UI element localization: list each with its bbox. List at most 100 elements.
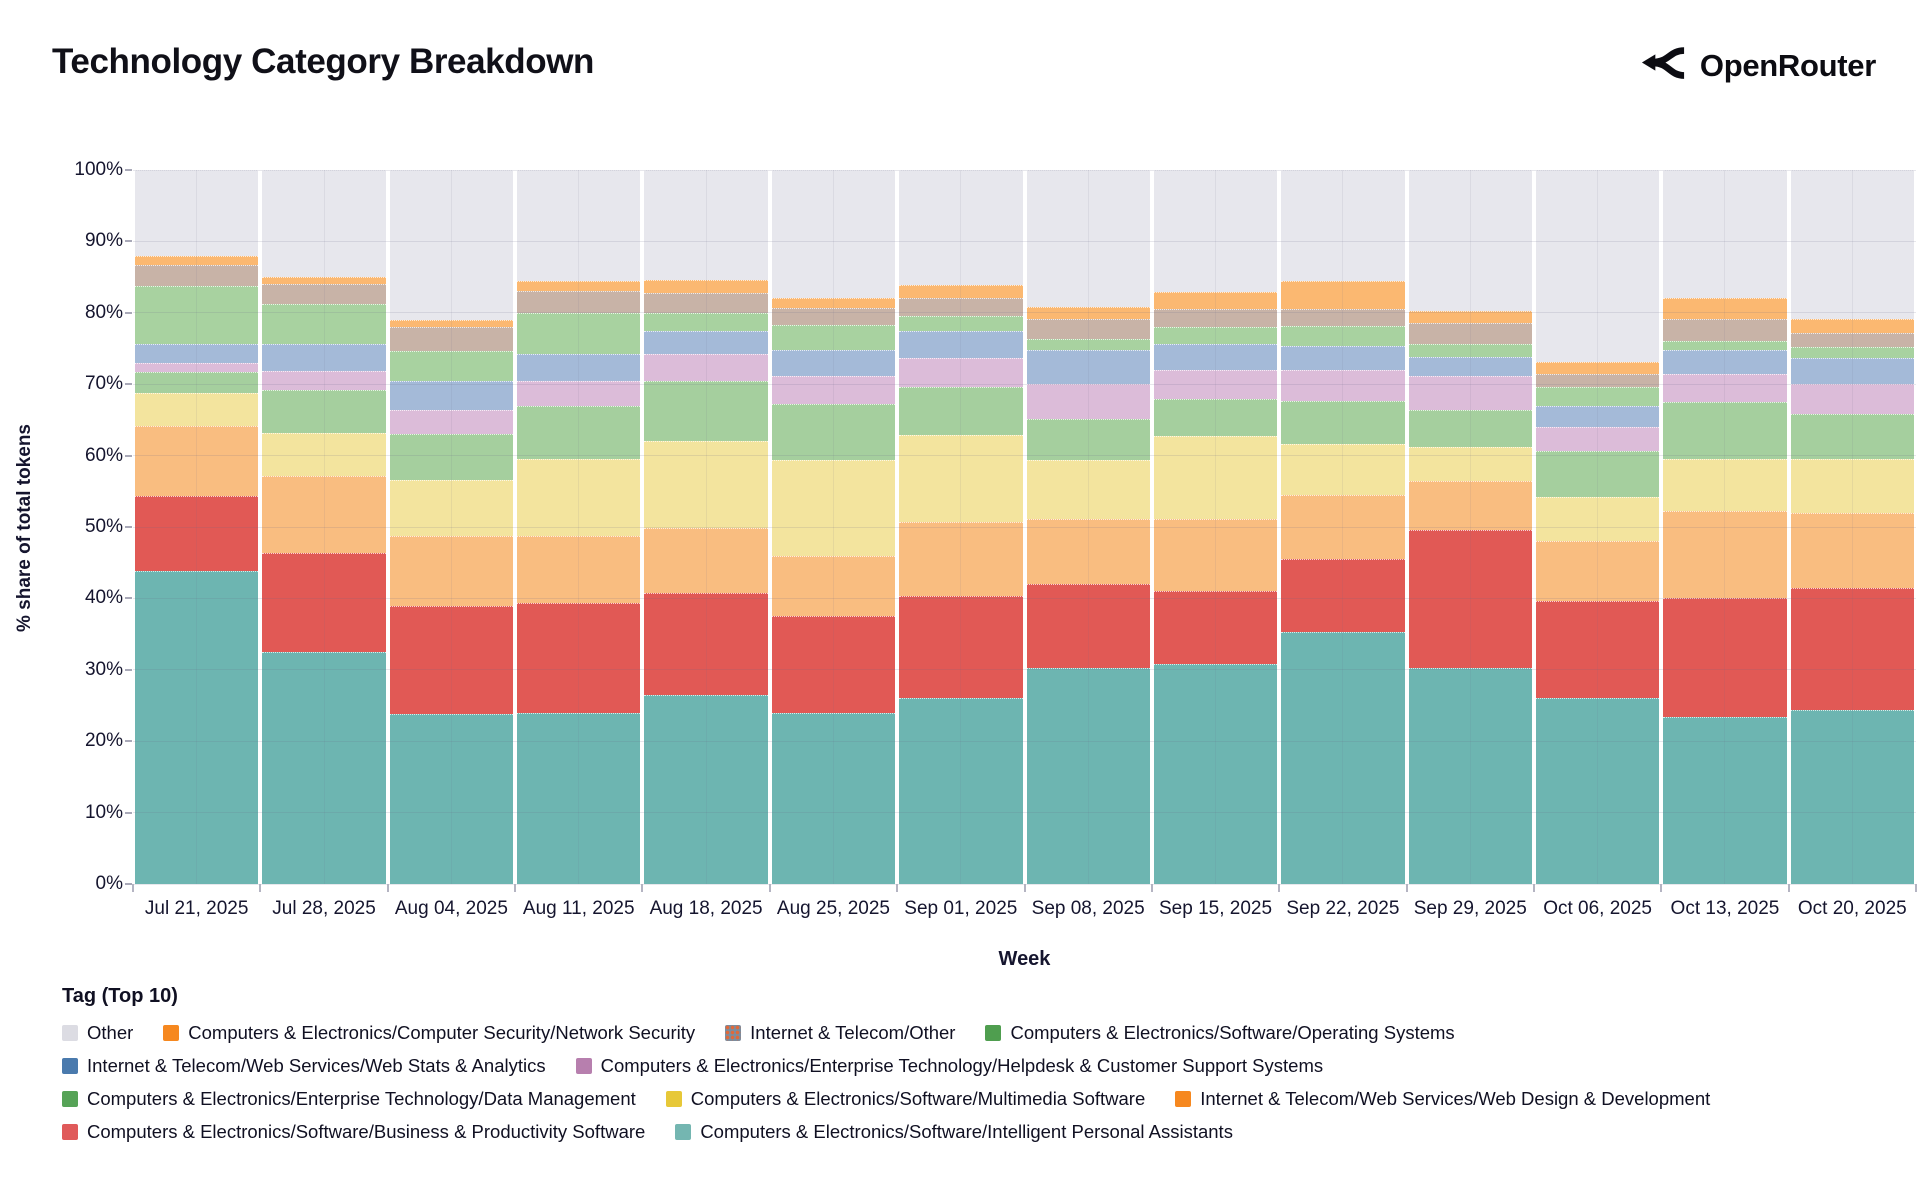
bar-segment-helpdesk[interactable] <box>644 354 768 382</box>
bar-segment-os[interactable] <box>389 350 514 381</box>
legend-item-webdesign[interactable]: Internet & Telecom/Web Services/Web Desi… <box>1175 1088 1710 1110</box>
bar-segment-helpdesk[interactable] <box>1153 369 1278 400</box>
bar-segment-helpdesk[interactable] <box>1663 374 1787 403</box>
bar-segment-netsec[interactable] <box>1408 311 1532 323</box>
bar-segment-multimedia[interactable] <box>1535 497 1660 542</box>
bar-segment-webstats[interactable] <box>262 343 386 371</box>
bar-segment-webstats[interactable] <box>644 331 768 355</box>
bar-segment-other[interactable] <box>1790 170 1915 319</box>
bar-segment-webstats[interactable] <box>517 353 641 382</box>
bar-segment-datamgmt[interactable] <box>389 434 514 480</box>
bar-segment-netsec[interactable] <box>644 280 768 293</box>
bar-segment-netsec[interactable] <box>1281 281 1405 309</box>
bar-segment-netsec[interactable] <box>1790 318 1915 333</box>
bar-segment-os[interactable] <box>517 312 641 354</box>
bar-segment-itother[interactable] <box>517 291 641 313</box>
bar-segment-os[interactable] <box>1408 343 1532 358</box>
bar-segment-webdesign[interactable] <box>135 425 259 497</box>
bar-segment-netsec[interactable] <box>135 255 259 266</box>
bar-segment-helpdesk[interactable] <box>1790 383 1915 415</box>
bar-segment-os[interactable] <box>1153 327 1278 345</box>
bar-segment-other[interactable] <box>1535 170 1660 363</box>
bar-segment-netsec[interactable] <box>899 285 1023 298</box>
bar-segment-os[interactable] <box>899 316 1023 331</box>
bar-segment-itother[interactable] <box>1790 332 1915 348</box>
bar-segment-itother[interactable] <box>389 327 514 351</box>
bar-segment-multimedia[interactable] <box>262 432 386 476</box>
bar-segment-business[interactable] <box>1026 584 1150 669</box>
bar-segment-helpdesk[interactable] <box>262 370 386 390</box>
bar-segment-ipa[interactable] <box>1153 664 1278 884</box>
bar-segment-ipa[interactable] <box>771 713 896 884</box>
bar-segment-other[interactable] <box>262 170 386 278</box>
bar-segment-datamgmt[interactable] <box>135 372 259 393</box>
bar-segment-business[interactable] <box>389 606 514 715</box>
bar-segment-helpdesk[interactable] <box>1026 383 1150 420</box>
bar-segment-datamgmt[interactable] <box>899 387 1023 435</box>
legend-item-os[interactable]: Computers & Electronics/Software/Operati… <box>985 1022 1455 1044</box>
bar-segment-multimedia[interactable] <box>1026 459 1150 520</box>
legend-item-webstats[interactable]: Internet & Telecom/Web Services/Web Stat… <box>62 1055 546 1077</box>
bar-segment-itother[interactable] <box>135 265 259 287</box>
bar-segment-multimedia[interactable] <box>1281 443 1405 495</box>
bar-segment-ipa[interactable] <box>899 698 1023 884</box>
legend-item-ipa[interactable]: Computers & Electronics/Software/Intelli… <box>675 1121 1233 1143</box>
legend-item-multimedia[interactable]: Computers & Electronics/Software/Multime… <box>665 1088 1145 1110</box>
bar-segment-multimedia[interactable] <box>1790 458 1915 513</box>
bar-segment-netsec[interactable] <box>1026 307 1150 320</box>
bar-segment-other[interactable] <box>389 170 514 321</box>
bar-segment-business[interactable] <box>1663 598 1787 717</box>
bar-segment-datamgmt[interactable] <box>771 403 896 460</box>
brand-logo[interactable]: OpenRouter <box>1640 40 1876 91</box>
bar-segment-itother[interactable] <box>771 307 896 325</box>
bar-segment-webdesign[interactable] <box>1026 519 1150 585</box>
bar-segment-datamgmt[interactable] <box>1535 451 1660 498</box>
bar-segment-os[interactable] <box>135 286 259 344</box>
bar-segment-webdesign[interactable] <box>1535 541 1660 601</box>
legend-item-helpdesk[interactable]: Computers & Electronics/Enterprise Techn… <box>575 1055 1323 1077</box>
bar-segment-itother[interactable] <box>1663 318 1787 342</box>
bar-segment-business[interactable] <box>1790 588 1915 710</box>
bar-segment-os[interactable] <box>1663 341 1787 350</box>
bar-segment-webdesign[interactable] <box>262 475 386 553</box>
bar-segment-ipa[interactable] <box>262 651 386 884</box>
bar-segment-other[interactable] <box>1663 170 1787 298</box>
bar-segment-itother[interactable] <box>899 297 1023 317</box>
bar-segment-webstats[interactable] <box>899 330 1023 358</box>
bar-segment-os[interactable] <box>1790 347 1915 358</box>
bar-segment-datamgmt[interactable] <box>262 389 386 433</box>
bar-segment-other[interactable] <box>899 170 1023 286</box>
bar-segment-webdesign[interactable] <box>1408 481 1532 530</box>
bar-segment-other[interactable] <box>1408 170 1532 312</box>
bar-segment-business[interactable] <box>644 593 768 695</box>
bar-segment-webstats[interactable] <box>1790 357 1915 384</box>
bar-segment-other[interactable] <box>135 170 259 256</box>
legend-item-netsec[interactable]: Computers & Electronics/Computer Securit… <box>163 1022 695 1044</box>
bar-segment-multimedia[interactable] <box>1408 447 1532 482</box>
bar-segment-webdesign[interactable] <box>389 536 514 607</box>
bar-segment-os[interactable] <box>771 325 896 350</box>
bar-segment-helpdesk[interactable] <box>1281 369 1405 402</box>
bar-segment-ipa[interactable] <box>135 571 259 884</box>
bar-segment-other[interactable] <box>1026 170 1150 308</box>
bar-segment-helpdesk[interactable] <box>1408 375 1532 410</box>
bar-segment-multimedia[interactable] <box>644 441 768 529</box>
bar-segment-os[interactable] <box>1535 387 1660 406</box>
bar-segment-itother[interactable] <box>1281 308 1405 326</box>
bar-segment-itother[interactable] <box>262 284 386 304</box>
bar-segment-business[interactable] <box>899 596 1023 699</box>
legend-item-itother[interactable]: Internet & Telecom/Other <box>725 1022 955 1044</box>
bar-segment-webstats[interactable] <box>1663 350 1787 375</box>
legend-item-business[interactable]: Computers & Electronics/Software/Busines… <box>62 1121 645 1143</box>
bar-segment-multimedia[interactable] <box>899 434 1023 523</box>
bar-segment-webstats[interactable] <box>1026 349 1150 384</box>
bar-segment-ipa[interactable] <box>1535 698 1660 884</box>
bar-segment-multimedia[interactable] <box>389 479 514 537</box>
bar-segment-datamgmt[interactable] <box>1663 402 1787 459</box>
bar-segment-multimedia[interactable] <box>771 459 896 557</box>
bar-segment-netsec[interactable] <box>1153 292 1278 310</box>
bar-segment-ipa[interactable] <box>1790 709 1915 884</box>
bar-segment-ipa[interactable] <box>517 712 641 884</box>
bar-segment-webdesign[interactable] <box>517 536 641 603</box>
legend-item-datamgmt[interactable]: Computers & Electronics/Enterprise Techn… <box>62 1088 636 1110</box>
